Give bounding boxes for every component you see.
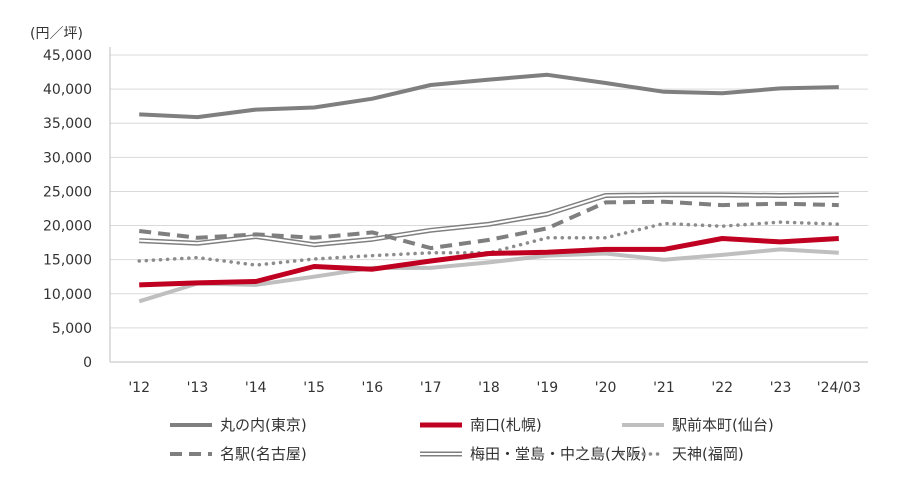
x-tick-label: '20 bbox=[595, 380, 617, 396]
x-tick-label: '22 bbox=[711, 380, 733, 396]
series-line-3 bbox=[138, 199, 839, 251]
y-tick-label: 5,000 bbox=[52, 321, 92, 337]
y-tick-label: 35,000 bbox=[43, 116, 92, 132]
legend-label: 駅前本町(仙台) bbox=[672, 416, 774, 434]
y-axis-unit-label: (円／坪) bbox=[30, 26, 83, 42]
series-line-0 bbox=[139, 72, 839, 120]
series-line-1 bbox=[139, 236, 839, 288]
series-line-2 bbox=[138, 247, 839, 304]
y-axis-tick-labels: 0 5,000 10,000 15,000 20,000 25,000 30,000 35,0… bbox=[43, 48, 92, 371]
x-tick-label: '16 bbox=[362, 380, 384, 396]
series-stroke bbox=[139, 236, 839, 288]
series-stroke bbox=[138, 199, 839, 251]
x-tick-label: '23 bbox=[770, 380, 792, 396]
legend-item: 梅田・堂島・中之島(大阪) bbox=[420, 445, 647, 463]
series-stroke bbox=[137, 220, 841, 267]
y-tick-label: 20,000 bbox=[43, 219, 92, 235]
y-tick-label: 30,000 bbox=[43, 150, 92, 166]
x-tick-label: '15 bbox=[303, 380, 325, 396]
series-stroke bbox=[138, 247, 839, 304]
legend-label: 丸の内(東京) bbox=[220, 416, 307, 434]
legend-item: 天神(福岡) bbox=[620, 445, 744, 463]
y-tick-label: 45,000 bbox=[43, 48, 92, 64]
x-tick-label: '13 bbox=[187, 380, 209, 396]
x-tick-label: '17 bbox=[420, 380, 442, 396]
y-tick-label: 25,000 bbox=[43, 184, 92, 200]
legend-item: 丸の内(東京) bbox=[170, 416, 307, 434]
y-tick-label: 0 bbox=[83, 355, 92, 371]
x-tick-label: '21 bbox=[653, 380, 675, 396]
legend-item: 駅前本町(仙台) bbox=[622, 416, 774, 434]
gridlines bbox=[110, 54, 868, 329]
legend-item: 南口(札幌) bbox=[420, 416, 542, 434]
x-axis-tick-labels: '12 '13 '14 '15 '16 '17 '18 '19 '20 '21 '22 '23 '24/… bbox=[128, 380, 861, 396]
y-tick-label: 10,000 bbox=[43, 287, 92, 303]
series-layer bbox=[137, 72, 841, 304]
series-line-4 bbox=[139, 192, 839, 248]
legend-label: 梅田・堂島・中之島(大阪) bbox=[470, 445, 647, 463]
x-tick-label: '14 bbox=[245, 380, 267, 396]
x-tick-label: '19 bbox=[536, 380, 558, 396]
legend-label: 天神(福岡) bbox=[672, 445, 744, 463]
x-tick-label: '24/03 bbox=[817, 380, 861, 396]
series-stroke bbox=[139, 72, 839, 120]
x-tick-label: '18 bbox=[478, 380, 500, 396]
series-stroke bbox=[139, 193, 839, 246]
legend-label: 南口(札幌) bbox=[470, 416, 542, 434]
y-tick-label: 15,000 bbox=[43, 253, 92, 269]
legend-label: 名駅(名古屋) bbox=[220, 445, 307, 463]
legend-item: 名駅(名古屋) bbox=[170, 445, 307, 463]
series-line-5 bbox=[137, 220, 841, 267]
x-tick-label: '12 bbox=[128, 380, 150, 396]
y-tick-label: 40,000 bbox=[43, 82, 92, 98]
legend: 丸の内(東京) 南口(札幌) 駅前本町(仙台) 名駅(名古屋) 梅田・堂島・中之島(大阪… bbox=[170, 416, 774, 463]
